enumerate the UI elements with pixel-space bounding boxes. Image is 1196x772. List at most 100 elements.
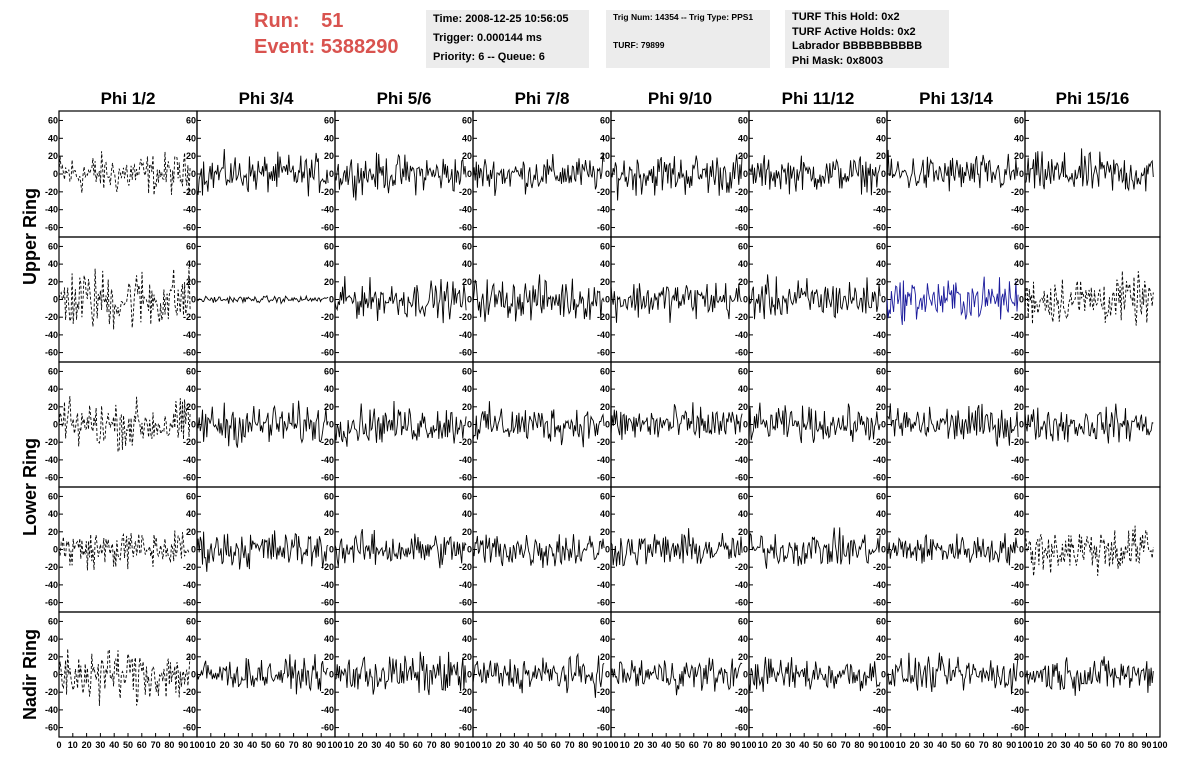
y-tick-label: -40 [321, 205, 334, 215]
y-tick-label: 60 [876, 241, 886, 251]
waveform-panel: -60 -40 -20 0 20 40 60 [321, 110, 474, 238]
y-tick-label: -20 [459, 437, 472, 447]
y-tick-label: -20 [1011, 312, 1024, 322]
waveform-panel: -60 -40 -20 0 20 40 60 [321, 236, 474, 363]
y-tick-label: -20 [735, 312, 748, 322]
y-tick-label: 20 [876, 527, 886, 537]
y-tick-label: 20 [324, 652, 334, 662]
waveform-panel: -60 -40 -20 0 20 40 60 [735, 486, 888, 613]
y-tick-label: 60 [462, 491, 472, 501]
y-tick-label: 0 [467, 670, 472, 680]
y-tick-label: -40 [321, 330, 334, 340]
waveform-trace [196, 294, 329, 305]
waveform-trace [610, 528, 743, 567]
y-tick-label: 60 [1014, 491, 1024, 501]
y-tick-label: -60 [873, 348, 886, 358]
waveform-trace [472, 534, 605, 569]
x-tick-label: 30 [95, 740, 105, 750]
y-tick-label: 0 [53, 420, 58, 430]
run-line: Run: 51 [254, 8, 399, 34]
y-tick-label: 0 [881, 295, 886, 305]
y-tick-label: 60 [1014, 616, 1024, 626]
y-tick-label: -40 [459, 705, 472, 715]
y-tick-label: 60 [186, 366, 196, 376]
waveform-panel: -60 -40 -20 0 20 40 60 [183, 486, 336, 613]
y-tick-label: -60 [183, 598, 196, 608]
waveform-panel: -60 -40 -20 0 20 40 60 [45, 486, 198, 613]
waveform-panel: -60 -40 -20 0 20 40 60 [459, 361, 612, 488]
y-tick-label: 20 [186, 402, 196, 412]
y-tick-label: -60 [873, 723, 886, 733]
y-tick-label: 0 [467, 420, 472, 430]
y-tick-label: 40 [876, 384, 886, 394]
turf-active-holds: TURF Active Holds: 0x2 [792, 25, 916, 38]
waveform-panel: -60 -40 -20 0 20 40 60 [1011, 361, 1161, 488]
x-tick-label: 90 [1006, 740, 1016, 750]
y-tick-label: 60 [462, 616, 472, 626]
y-tick-label: 60 [1014, 241, 1024, 251]
y-tick-label: 60 [1014, 115, 1024, 125]
waveform-panel: -60 -40 -20 0 20 40 60 [597, 236, 750, 363]
y-tick-label: 40 [600, 133, 610, 143]
y-tick-label: 0 [191, 545, 196, 555]
y-tick-label: -20 [1011, 687, 1024, 697]
y-tick-label: 0 [1019, 295, 1024, 305]
y-tick-label: -60 [597, 723, 610, 733]
y-tick-label: 0 [191, 420, 196, 430]
x-tick-label: 80 [716, 740, 726, 750]
y-tick-label: -40 [873, 705, 886, 715]
waveform-trace [196, 654, 329, 695]
column-title: Phi 15/16 [1056, 89, 1130, 108]
y-tick-label: -40 [183, 455, 196, 465]
y-tick-label: 0 [605, 420, 610, 430]
waveform-panel: -60 -40 -20 0 20 40 60 [873, 110, 1026, 238]
y-tick-label: 40 [1014, 259, 1024, 269]
x-tick-label: 50 [399, 740, 409, 750]
x-tick-label: 60 [1101, 740, 1111, 750]
waveform-panel: -60 -40 -20 0 20 40 60 [597, 486, 750, 613]
event-value: 5388290 [320, 36, 399, 58]
y-tick-label: -40 [45, 580, 58, 590]
y-tick-label: 0 [53, 545, 58, 555]
waveform-trace [748, 274, 881, 320]
y-tick-label: -60 [735, 223, 748, 233]
waveform-trace [1024, 656, 1154, 696]
y-tick-label: 40 [462, 384, 472, 394]
y-tick-label: 0 [743, 169, 748, 179]
x-tick-label: 70 [1114, 740, 1124, 750]
y-tick-label: -60 [321, 348, 334, 358]
y-tick-label: -20 [183, 687, 196, 697]
y-tick-label: 60 [462, 366, 472, 376]
x-tick-label: 10 [482, 740, 492, 750]
y-tick-label: 40 [600, 509, 610, 519]
y-tick-label: 60 [48, 491, 58, 501]
panel-frame [748, 486, 888, 613]
y-tick-label: -20 [459, 187, 472, 197]
y-tick-label: -60 [597, 473, 610, 483]
y-tick-label: 20 [324, 277, 334, 287]
y-tick-label: -20 [459, 562, 472, 572]
waveform-panel: -60 -40 -20 0 20 40 60 [1011, 236, 1161, 363]
y-tick-label: 0 [191, 670, 196, 680]
y-tick-label: -60 [321, 723, 334, 733]
y-tick-label: 0 [53, 295, 58, 305]
x-tick-label: 60 [413, 740, 423, 750]
y-tick-label: -60 [45, 348, 58, 358]
y-tick-label: -20 [45, 437, 58, 447]
y-tick-label: 20 [1014, 151, 1024, 161]
y-tick-label: -20 [735, 687, 748, 697]
waveform-panel: -60 -40 -20 0 20 40 60 [873, 486, 1026, 613]
y-tick-label: 40 [462, 133, 472, 143]
column-title: Phi 3/4 [239, 89, 294, 108]
row-group-label: Upper Ring [20, 188, 40, 285]
y-tick-label: -60 [459, 348, 472, 358]
x-tick-label: 20 [220, 740, 230, 750]
y-tick-label: -40 [183, 330, 196, 340]
x-tick-label: 40 [937, 740, 947, 750]
y-tick-label: -40 [459, 205, 472, 215]
y-tick-label: -60 [597, 598, 610, 608]
x-tick-label: 50 [675, 740, 685, 750]
y-tick-label: 20 [1014, 527, 1024, 537]
